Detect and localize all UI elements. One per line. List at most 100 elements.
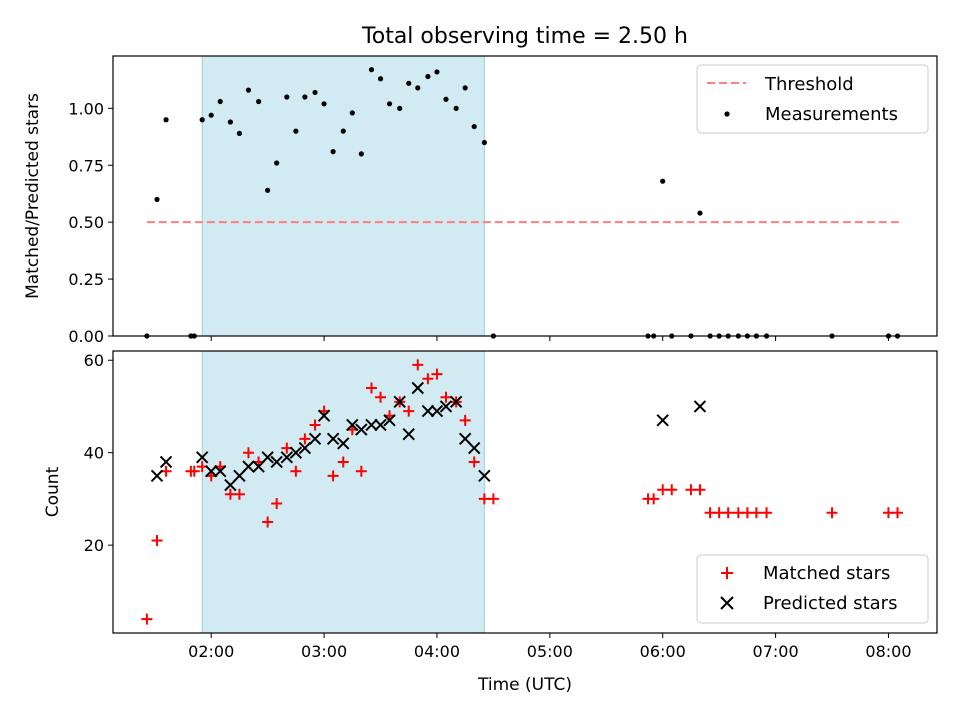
measurement-point xyxy=(415,85,421,91)
measurements-legend-swatch xyxy=(724,111,730,117)
x-tick-label: 08:00 xyxy=(865,642,911,661)
threshold-legend-label: Threshold xyxy=(764,74,854,95)
measurements-points xyxy=(144,67,901,339)
measurement-point xyxy=(321,101,327,107)
predicted-star-point xyxy=(159,455,173,469)
matched-star-point xyxy=(309,419,321,431)
measurement-point xyxy=(368,67,375,73)
bottom-legend-box xyxy=(696,554,929,624)
top-highlight-span xyxy=(201,55,485,337)
measurement-point xyxy=(386,101,393,107)
top-legend: Threshold Measurements xyxy=(696,64,929,134)
matched-star-point xyxy=(262,516,274,528)
matched-star-point xyxy=(141,613,153,625)
predicted-star-point xyxy=(365,418,378,432)
matched-star-point xyxy=(891,507,903,519)
highlight-span xyxy=(201,55,485,337)
matched-star-point xyxy=(722,507,734,519)
highlight-span xyxy=(201,350,485,634)
measurements-legend-label: Measurements xyxy=(765,104,898,125)
bottom-legend: Matched stars Predicted stars xyxy=(696,554,929,624)
matched-star-point xyxy=(337,456,349,468)
matched-star-point xyxy=(290,465,302,477)
matched-star-point xyxy=(299,433,311,445)
top-y-axis-ticks: 0.00 0.25 0.50 0.75 1.00 xyxy=(68,99,113,346)
x-tick-label: 04:00 xyxy=(414,642,460,661)
matched-star-point xyxy=(188,465,200,477)
top-legend-box xyxy=(696,64,929,134)
y-tick-label: 40 xyxy=(84,444,104,463)
measurement-point xyxy=(377,76,384,82)
predicted-stars-points xyxy=(150,381,707,492)
predicted-star-point xyxy=(280,451,294,464)
matched-star-point xyxy=(750,507,762,519)
bottom-highlight-span xyxy=(201,350,485,634)
matched-star-point xyxy=(666,484,678,496)
measurement-point xyxy=(443,96,449,102)
measurement-point xyxy=(293,128,299,134)
y-tick-label: 0.00 xyxy=(68,327,104,346)
predicted-star-point xyxy=(439,400,453,413)
matched-star-point xyxy=(412,359,424,371)
matched-star-point xyxy=(694,484,706,496)
measurement-point xyxy=(265,187,271,193)
matched-star-point xyxy=(431,368,443,380)
measurement-point xyxy=(660,178,666,184)
measurement-point xyxy=(425,73,431,80)
bottom-x-axis-ticks: 02:00 03:00 04:00 05:00 06:00 07:00 08:00 xyxy=(188,633,912,661)
measurement-point xyxy=(697,210,703,216)
matched-star-point xyxy=(440,391,452,403)
matched-star-point xyxy=(422,373,434,385)
predicted-star-point xyxy=(204,464,218,478)
matched-star-point xyxy=(271,498,283,510)
predicted-star-point xyxy=(270,455,283,469)
predicted-star-point xyxy=(298,441,312,455)
bottom-y-axis-label: Count xyxy=(43,466,63,517)
x-tick-label: 03:00 xyxy=(301,642,347,661)
measurement-point xyxy=(245,87,252,93)
predicted-legend-swatch xyxy=(720,596,734,610)
predicted-star-point xyxy=(421,404,435,418)
measurement-point xyxy=(340,128,346,134)
predicted-star-point xyxy=(261,451,274,464)
predicted-star-point xyxy=(355,423,368,436)
predicted-star-point xyxy=(195,451,209,464)
chart-title: Total observing time = 2.50 h xyxy=(361,24,688,49)
matched-star-point xyxy=(355,465,367,477)
predicted-star-point xyxy=(402,428,415,441)
x-tick-label: 06:00 xyxy=(640,642,686,661)
matched-star-point xyxy=(648,493,660,505)
measurement-point xyxy=(256,98,262,105)
top-panel: 0.00 0.25 0.50 0.75 1.00 Matched/Predicted s… xyxy=(23,55,938,346)
measurement-point xyxy=(236,130,243,136)
top-x-axis-ticks xyxy=(210,336,889,341)
measurement-point xyxy=(154,196,160,203)
predicted-star-point xyxy=(346,418,359,432)
matched-star-point xyxy=(242,447,254,459)
matched-star-point xyxy=(487,493,499,505)
measurement-point xyxy=(284,94,290,100)
predicted-star-point xyxy=(393,395,406,409)
x-axis-label: Time (UTC) xyxy=(477,675,572,695)
predicted-star-point xyxy=(326,432,340,446)
bottom-panel: 20 40 60 02:00 03:00 04:00 05:00 06:00 07:00 08:… xyxy=(43,350,938,695)
measurement-point xyxy=(462,85,468,91)
y-tick-label: 0.75 xyxy=(68,156,104,175)
bottom-panel-frame xyxy=(112,350,938,634)
matched-star-point xyxy=(151,535,163,547)
predicted-star-point xyxy=(242,460,255,473)
measurement-point xyxy=(199,117,205,123)
predicted-star-point xyxy=(308,432,322,446)
measurement-point xyxy=(481,139,487,146)
predicted-star-point xyxy=(411,381,424,395)
matched-star-point xyxy=(468,456,480,468)
x-tick-label: 07:00 xyxy=(753,642,799,661)
y-tick-label: 1.00 xyxy=(68,99,104,118)
y-tick-label: 0.50 xyxy=(68,213,104,232)
top-panel-frame xyxy=(112,55,938,337)
measurement-point xyxy=(453,105,459,111)
measurement-point xyxy=(302,94,308,100)
measurement-point xyxy=(406,80,412,86)
measurement-point xyxy=(471,123,477,130)
